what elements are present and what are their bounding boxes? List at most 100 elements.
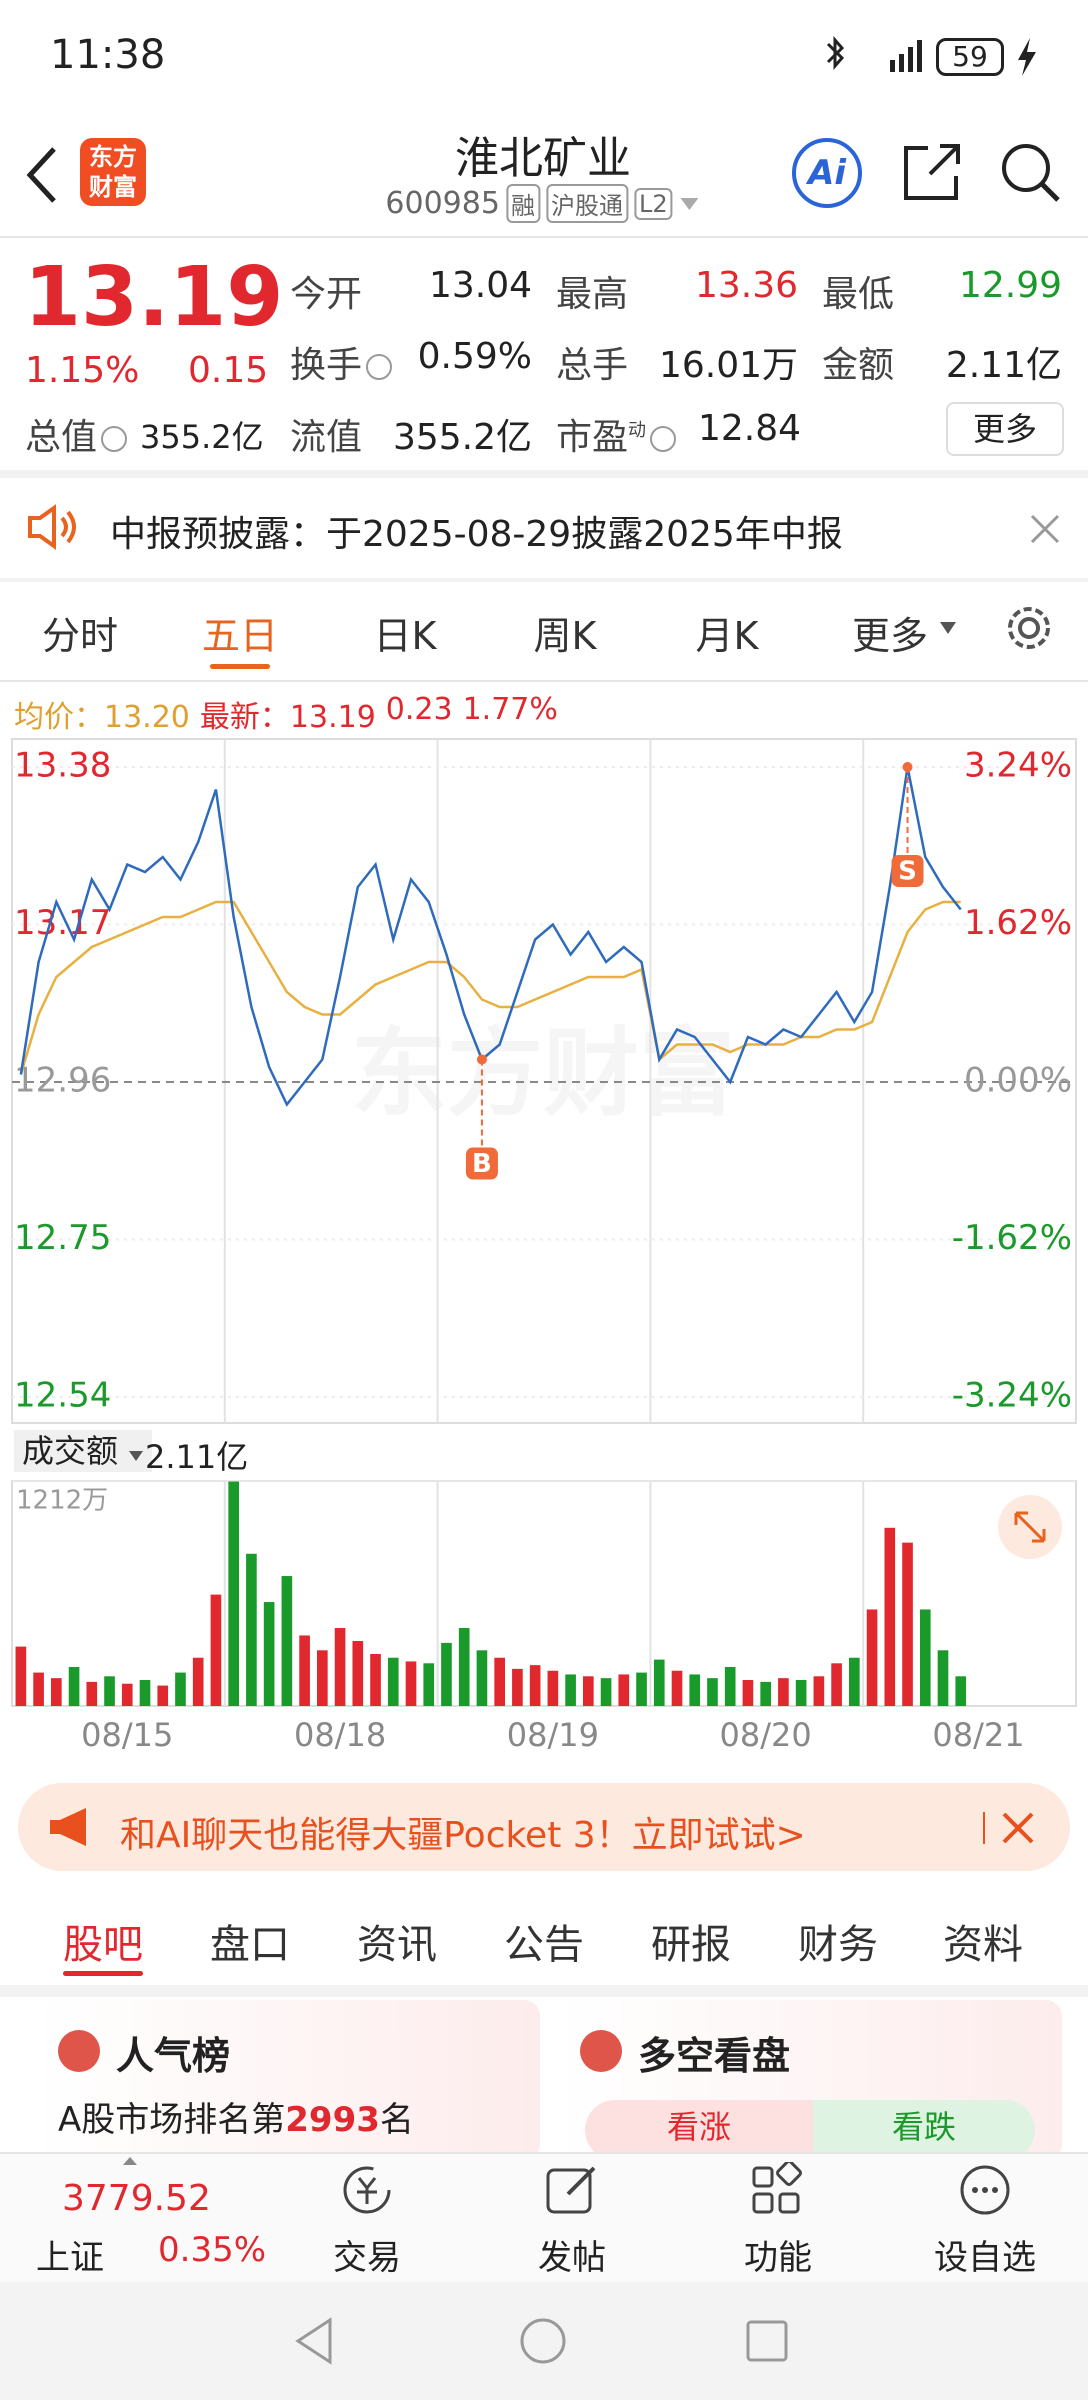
content-tab[interactable]: 盘口 — [210, 1922, 290, 1968]
volume-bar — [902, 1542, 913, 1706]
content-tab[interactable]: 研报 — [651, 1922, 731, 1968]
volume-bar — [529, 1665, 541, 1706]
trade-icon[interactable] — [337, 2162, 397, 2218]
x-tick-label: 08/21 — [932, 1716, 1024, 1754]
stat-label: 最低 — [822, 274, 895, 315]
volume-bar — [636, 1672, 647, 1706]
content-tab[interactable]: 股吧 — [63, 1922, 143, 1968]
volume-bar — [689, 1674, 701, 1706]
stat-label: 流值 — [290, 417, 363, 458]
bull-button[interactable]: 看涨 — [585, 2100, 813, 2160]
system-buttons[interactable] — [290, 2316, 810, 2366]
change-pct: 1.15% — [25, 350, 140, 391]
volume-bar — [724, 1667, 736, 1706]
stat-value: 0.59% — [417, 336, 532, 377]
ad-text[interactable]: 和AI聊天也能得大疆Pocket 3！立即试试> — [120, 1815, 806, 1856]
volume-value: 2.11亿 — [145, 1438, 249, 1476]
divider — [0, 680, 1088, 682]
stat-label: 今开 — [290, 274, 363, 315]
function-icon[interactable] — [748, 2162, 808, 2218]
up-indicator — [123, 2157, 137, 2165]
back-button[interactable] — [22, 145, 62, 205]
search-button[interactable] — [998, 140, 1062, 204]
index-value[interactable]: 3779.52 — [62, 2178, 211, 2219]
speaker-icon — [28, 504, 76, 550]
y-tick-label: 13.17 — [14, 903, 111, 943]
card-title: 多空看盘 — [638, 2034, 791, 2078]
stat-value: 12.84 — [698, 408, 802, 449]
stat-label: 总值 — [25, 417, 98, 458]
nav-label[interactable]: 设自选 — [934, 2238, 1036, 2278]
megaphone-icon — [50, 1808, 86, 1846]
bear-button[interactable]: 看跌 — [813, 2100, 1035, 2160]
content-tab[interactable]: 资料 — [943, 1922, 1023, 1968]
info-icon[interactable] — [101, 426, 128, 452]
content-tab[interactable]: 公告 — [504, 1922, 584, 1968]
popularity-card[interactable] — [35, 2000, 540, 2160]
volume-selector[interactable]: 成交额 — [14, 1430, 153, 1472]
chart-tab[interactable]: 日K — [373, 614, 437, 658]
volume-bar — [671, 1670, 683, 1706]
index-name[interactable]: 上证 — [36, 2238, 104, 2278]
volume-bar — [370, 1654, 381, 1706]
app-logo[interactable]: 东方 财富 — [80, 138, 146, 206]
volume-bar — [831, 1663, 842, 1706]
index-change[interactable]: 0.35% — [158, 2230, 267, 2270]
volume-bar — [458, 1628, 470, 1706]
stat-value: 355.2亿 — [140, 418, 264, 456]
share-button[interactable] — [900, 140, 964, 204]
chart-tab[interactable]: 更多 — [851, 614, 929, 658]
close-button[interactable] — [1028, 512, 1062, 546]
ad-banner[interactable] — [18, 1783, 1070, 1871]
y2-tick-label: -3.24% — [952, 1376, 1072, 1416]
settings-button[interactable] — [1003, 602, 1055, 654]
more-button[interactable]: 更多 — [946, 402, 1064, 456]
charging-icon — [1018, 38, 1036, 76]
dropdown-icon — [680, 197, 699, 210]
y2-tick-label: 0.00% — [964, 1061, 1072, 1101]
volume-bar — [51, 1678, 62, 1706]
volume-bar — [423, 1663, 435, 1706]
logo-text: 财富 — [89, 173, 137, 201]
volume-bar — [600, 1678, 612, 1706]
post-icon[interactable] — [542, 2162, 602, 2218]
volume-bar — [866, 1609, 878, 1706]
chart-tab[interactable]: 月K — [695, 614, 759, 658]
stat-value: 355.2亿 — [392, 417, 532, 458]
y-tick-label: 13.38 — [14, 746, 111, 786]
annotation-badge — [465, 1147, 498, 1180]
chart-tab[interactable]: 分时 — [41, 614, 119, 658]
legend-label: 最新： — [199, 700, 290, 735]
nav-label[interactable]: 功能 — [744, 2238, 812, 2278]
ai-button[interactable]: Ai — [792, 138, 862, 208]
divider — [0, 236, 1088, 238]
y2-tick-label: -1.62% — [952, 1218, 1072, 1258]
info-icon[interactable] — [650, 426, 677, 452]
close-button[interactable] — [980, 1808, 1040, 1848]
content-tab[interactable]: 资讯 — [357, 1922, 437, 1968]
watchlist-icon[interactable] — [955, 2162, 1015, 2218]
volume-bar — [955, 1676, 967, 1706]
volume-bar — [387, 1657, 399, 1706]
volume-bar — [281, 1576, 293, 1706]
notice-text[interactable]: 中报预披露：于2025-08-29披露2025年中报 — [110, 514, 843, 555]
nav-label[interactable]: 交易 — [333, 2238, 401, 2278]
annotation-label: B — [472, 1149, 492, 1179]
x-tick-label: 08/20 — [720, 1716, 812, 1754]
legend-value: 13.19 — [289, 700, 376, 735]
stat-label: 金额 — [822, 345, 895, 386]
stat-superscript: 动 — [628, 420, 647, 441]
content-tab[interactable]: 财务 — [798, 1922, 878, 1968]
nav-label[interactable]: 发帖 — [538, 2238, 606, 2278]
volume-bar — [139, 1680, 151, 1706]
tab-indicator — [210, 664, 270, 669]
info-icon[interactable] — [366, 354, 393, 380]
tag: 沪股通 — [545, 184, 628, 223]
chart-tab[interactable]: 周K — [533, 614, 597, 658]
tag: 融 — [505, 184, 540, 223]
divider — [0, 1985, 1088, 1997]
volume-bar — [352, 1641, 364, 1706]
price: 13.19 — [24, 250, 284, 345]
volume-bar — [68, 1667, 80, 1706]
chart-tab[interactable]: 五日 — [201, 614, 279, 658]
